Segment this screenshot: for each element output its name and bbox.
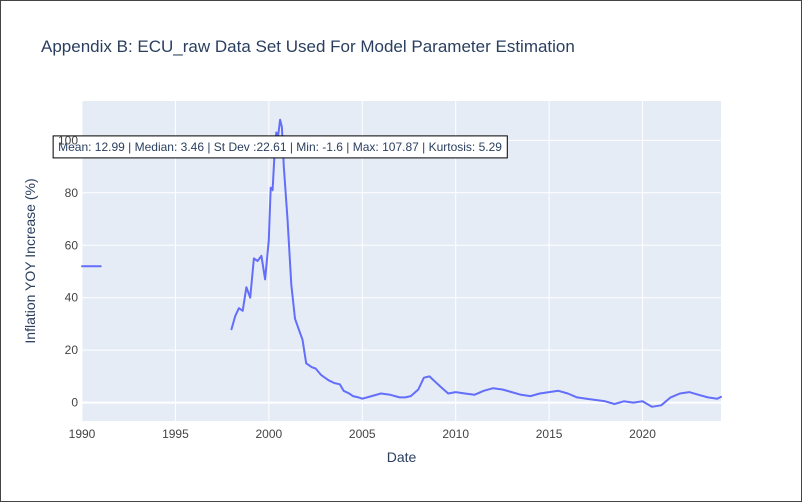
x-axis-title: Date bbox=[387, 449, 417, 465]
chart-title: Appendix B: ECU_raw Data Set Used For Mo… bbox=[41, 37, 575, 56]
ticks-layer: 1990 1995 2000 2005 2010 2015 2020 0 20 40 60 80 100 bbox=[58, 133, 656, 441]
x-tick-label: 2005 bbox=[349, 427, 376, 441]
x-tick-label: 1990 bbox=[69, 427, 96, 441]
y-tick-label: 100 bbox=[58, 133, 78, 147]
y-axis-title: Inflation YOY Increase (%) bbox=[22, 178, 38, 343]
x-tick-label: 2015 bbox=[536, 427, 563, 441]
stats-annotation-text: Mean: 12.99 | Median: 3.46 | St Dev :22.… bbox=[58, 140, 502, 154]
y-tick-label: 40 bbox=[65, 291, 79, 305]
stats-annotation-box bbox=[52, 135, 508, 159]
y-tick-label: 60 bbox=[65, 238, 79, 252]
x-tick-label: 2010 bbox=[442, 427, 469, 441]
y-tick-label: 80 bbox=[65, 186, 79, 200]
annotation-layer: Mean: 12.99 | Median: 3.46 | St Dev :22.… bbox=[52, 135, 508, 159]
x-tick-label: 1995 bbox=[162, 427, 189, 441]
y-tick-label: 20 bbox=[65, 343, 79, 357]
x-tick-label: 2000 bbox=[255, 427, 282, 441]
x-tick-label: 2020 bbox=[629, 427, 656, 441]
y-tick-label: 0 bbox=[71, 396, 78, 410]
